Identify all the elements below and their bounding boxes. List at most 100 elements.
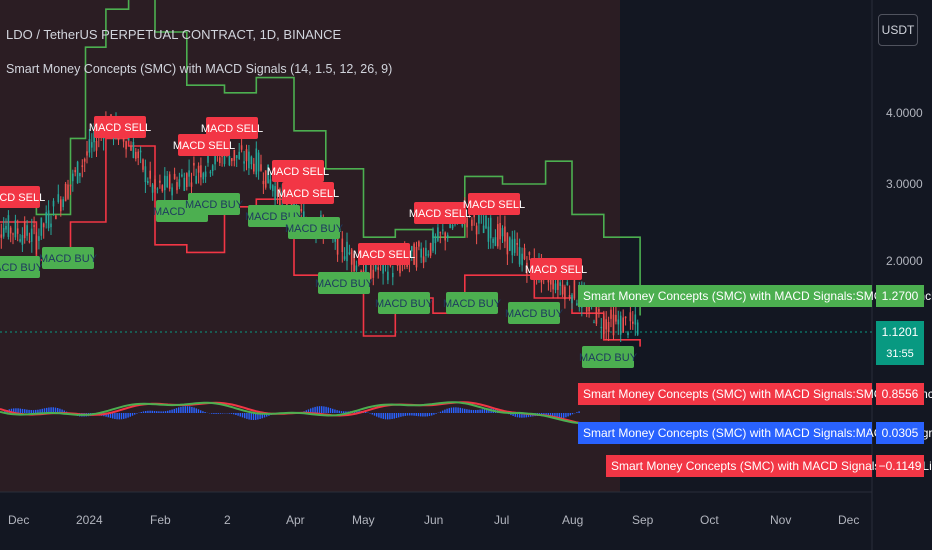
macd-sell-label: MACD SELL — [173, 134, 235, 156]
candle-body — [195, 175, 197, 184]
candle-body — [12, 233, 14, 235]
signal-label-text: MACD BUY — [579, 352, 638, 364]
legend-badge-macd-line: Smart Money Concepts (SMC) with MACD Sig… — [606, 455, 932, 477]
macd-histogram-bar — [571, 413, 574, 415]
currency-button[interactable]: USDT — [878, 14, 918, 46]
macd-buy-label: MACD BUY — [505, 302, 564, 324]
macd-histogram-bar — [444, 409, 446, 413]
signal-label-bg — [178, 134, 230, 156]
macd-histogram-bar — [63, 410, 65, 413]
macd-histogram-bar — [384, 413, 387, 420]
macd-histogram-bar — [338, 410, 340, 413]
candle-body — [88, 139, 91, 153]
candle-body — [571, 294, 573, 304]
x-tick-dec-2: Dec — [838, 513, 860, 527]
macd-histogram-bar — [57, 408, 59, 413]
macd-histogram-bar — [255, 413, 257, 420]
macd-histogram-bar — [28, 409, 30, 413]
macd-histogram-bar — [510, 413, 512, 416]
macd-histogram-bar — [129, 413, 131, 417]
candle-body — [19, 239, 21, 242]
macd-histogram-bar — [180, 406, 182, 413]
candle-body — [415, 247, 418, 268]
macd-histogram-bar — [365, 411, 367, 413]
macd-histogram-bar — [43, 408, 46, 413]
macd-histogram-bar — [318, 406, 321, 413]
candle-body — [348, 252, 351, 255]
candle-body — [250, 156, 253, 165]
macd-histogram-bar — [316, 406, 318, 413]
candle-body — [40, 217, 43, 236]
macd-histogram-bar — [389, 413, 391, 420]
macd-histogram-bar — [248, 413, 250, 420]
candle-body — [418, 241, 420, 247]
candle-body — [45, 212, 47, 224]
macd-histogram-bar — [246, 413, 248, 419]
candle-body — [521, 253, 523, 266]
macd-histogram-bar — [448, 408, 450, 413]
candle-body — [130, 145, 132, 151]
signal-label-bg — [530, 258, 582, 280]
macd-histogram-bar — [466, 409, 468, 413]
candle-body — [9, 227, 12, 234]
macd-sell-label: MACD SELL — [89, 116, 151, 138]
macd-histogram-bar — [189, 406, 191, 413]
candle-body — [411, 246, 413, 252]
candle-body — [593, 321, 595, 323]
signal-label-text: MACD SELL — [89, 122, 151, 134]
macd-histogram-bar — [169, 410, 171, 413]
value-badge-macd-line: −0.1149 — [876, 455, 924, 477]
x-tick-jul: Jul — [494, 513, 510, 527]
candle-body — [466, 217, 468, 228]
macd-histogram-bar — [54, 407, 57, 413]
macd-histogram-bar — [325, 406, 327, 413]
macd-histogram-bar — [112, 413, 114, 419]
candle-body — [55, 215, 57, 220]
macd-buy-label: MACD BUY — [0, 256, 44, 278]
macd-histogram-bar — [41, 408, 43, 413]
candle-body — [461, 223, 464, 227]
macd-histogram-bar — [323, 406, 325, 413]
candle-body — [554, 283, 557, 291]
macd-histogram-bar — [481, 409, 483, 413]
candle-body — [50, 223, 52, 228]
x-tick-oct: Oct — [700, 513, 719, 527]
macd-histogram-bar — [195, 408, 197, 413]
candle-body — [197, 165, 200, 173]
candle-body — [151, 184, 154, 193]
candle-body — [26, 225, 28, 236]
macd-histogram-bar — [336, 410, 338, 413]
candle-body — [64, 183, 67, 202]
macd-histogram-bar — [241, 413, 244, 418]
candle-body — [427, 254, 430, 256]
x-tick-aug: Aug — [562, 513, 584, 527]
macd-histogram-bar — [475, 410, 477, 413]
symbol-title: LDO / TetherUS PERPETUAL CONTRACT, 1D, B… — [6, 27, 342, 42]
macd-histogram-bar — [382, 413, 384, 419]
candle-body — [223, 153, 226, 165]
candle-body — [154, 179, 156, 189]
x-tick-sep: Sep — [632, 513, 654, 527]
signal-label-bg — [0, 186, 40, 208]
candle-body — [228, 156, 231, 166]
macd-histogram-bar — [486, 408, 488, 413]
macd-histogram-bar — [479, 409, 481, 413]
candle-body — [598, 309, 600, 312]
macd-histogram-bar — [19, 408, 21, 413]
y-tick-4: 4.0000 — [886, 106, 923, 120]
candle-body — [629, 312, 632, 322]
candle-body — [320, 215, 322, 219]
macd-histogram-bar — [109, 413, 112, 418]
candle-body — [528, 252, 531, 255]
macd-histogram-bar — [142, 411, 145, 413]
signal-label-bg — [358, 243, 410, 265]
candle-body — [619, 315, 622, 335]
macd-histogram-bar — [527, 413, 530, 418]
signal-label-text: MACD BUY — [443, 298, 502, 310]
candle-body — [262, 180, 265, 185]
macd-histogram-bar — [32, 410, 35, 413]
macd-histogram-bar — [153, 411, 156, 413]
candle-body — [624, 316, 627, 319]
candle-body — [516, 243, 518, 245]
